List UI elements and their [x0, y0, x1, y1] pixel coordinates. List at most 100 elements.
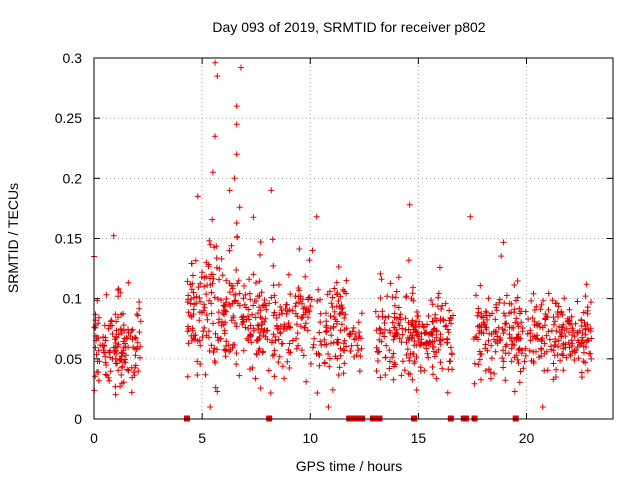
y-tick-label: 0.2 [63, 170, 83, 186]
data-point [376, 348, 383, 355]
data-point [488, 355, 495, 362]
data-point [435, 294, 442, 301]
data-point [571, 333, 578, 340]
data-point [394, 331, 401, 338]
data-point [257, 239, 264, 245]
data-point [191, 301, 198, 308]
data-point [211, 244, 218, 251]
data-point [119, 363, 126, 370]
data-point [392, 294, 399, 301]
data-point [263, 306, 270, 313]
data-point [386, 365, 393, 372]
data-point [373, 368, 380, 374]
data-point [560, 321, 567, 328]
data-point [550, 314, 557, 321]
y-tick-label: 0.1 [63, 291, 83, 307]
data-point [433, 375, 440, 382]
data-point [128, 327, 135, 334]
data-point [253, 279, 259, 286]
data-point [387, 280, 394, 287]
data-point [439, 365, 446, 372]
data-point [209, 216, 216, 223]
data-point [515, 323, 522, 330]
data-point [513, 297, 519, 304]
data-point [127, 333, 134, 340]
data-point [448, 350, 455, 357]
data-point [299, 300, 305, 307]
data-point [123, 352, 129, 359]
data-point [406, 354, 413, 361]
data-point [353, 352, 360, 359]
data-point [478, 322, 485, 328]
data-point [563, 354, 570, 361]
data-point [241, 283, 248, 289]
data-point [528, 357, 535, 364]
data-point [477, 282, 484, 289]
data-point [227, 346, 234, 353]
data-point [314, 298, 321, 304]
data-point [540, 297, 547, 304]
data-point [559, 351, 565, 357]
data-point [336, 303, 343, 310]
data-point [335, 298, 342, 304]
data-point [120, 347, 127, 354]
data-point [233, 267, 240, 273]
data-point [358, 310, 365, 317]
data-point [118, 380, 125, 387]
data-point [561, 295, 568, 302]
data-point-outlier [268, 187, 275, 194]
data-point [444, 326, 451, 333]
data-point [197, 361, 204, 367]
data-point [389, 354, 396, 361]
data-point [113, 318, 120, 325]
data-point [377, 270, 384, 277]
data-point [301, 324, 308, 331]
data-point [302, 273, 309, 280]
data-point [278, 340, 285, 347]
data-point [440, 317, 447, 324]
data-point [317, 296, 324, 303]
data-point [270, 312, 277, 319]
data-point [508, 335, 515, 342]
data-point [255, 322, 262, 329]
data-point [258, 325, 265, 332]
data-point [376, 325, 383, 332]
data-point [297, 295, 304, 302]
data-point [114, 360, 121, 367]
data-point [112, 340, 119, 346]
data-point [218, 297, 225, 304]
data-point [120, 322, 127, 329]
data-point [474, 312, 481, 319]
data-point [185, 309, 192, 316]
data-point [327, 313, 334, 319]
data-point [208, 342, 215, 349]
data-point [316, 352, 323, 359]
data-point [518, 350, 525, 357]
data-point [303, 378, 310, 385]
data-point [391, 310, 398, 317]
data-point [112, 355, 119, 362]
data-point [115, 341, 122, 348]
data-point [405, 326, 412, 333]
data-point [121, 335, 128, 342]
data-point [529, 315, 536, 321]
data-point [124, 366, 131, 373]
data-point [185, 296, 192, 303]
data-point [429, 318, 436, 325]
data-point [531, 318, 538, 325]
data-point [430, 371, 437, 378]
data-point [503, 292, 510, 299]
data-point [209, 280, 216, 287]
data-point [545, 290, 552, 297]
data-point [295, 342, 302, 349]
data-point [203, 312, 210, 318]
plot-frame [93, 57, 614, 420]
data-point [574, 329, 581, 336]
data-point [289, 337, 296, 344]
data-point [195, 284, 202, 291]
data-point [289, 307, 296, 314]
data-point [125, 279, 132, 286]
data-point [527, 337, 534, 344]
data-point [214, 346, 220, 353]
data-point [562, 344, 569, 351]
